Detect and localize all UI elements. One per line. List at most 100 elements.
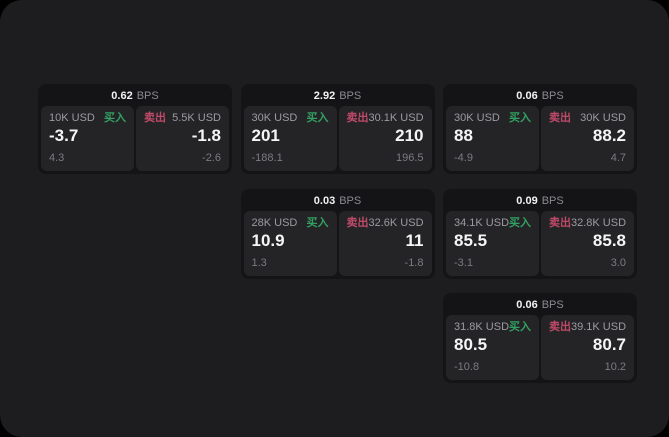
sell-side-label: 卖出 <box>346 216 369 229</box>
buy-sub-value: -10.8 <box>454 361 480 373</box>
quote-card: 0.06 BPS 30K USD 买入 88 -4.9 卖出 30K USD 8… <box>443 84 637 174</box>
quote-card: 0.03 BPS 28K USD 买入 10.9 1.3 卖出 32.6K US… <box>240 188 435 279</box>
spread-value: 0.09 <box>516 194 538 207</box>
buy-price-value: 10.9 <box>251 230 285 250</box>
buy-amount-label: 31.8K USD <box>454 321 510 333</box>
buy-price-value: 88 <box>454 126 473 145</box>
buy-side-label: 买入 <box>104 112 126 124</box>
buy-panel[interactable]: 30K USD 买入 201 -188.1 <box>243 106 337 171</box>
quote-cards-grid: 0.62 BPS 10K USD 买入 -3.7 4.3 卖出 5.5K USD… <box>38 84 637 383</box>
buy-side-label: 买入 <box>509 216 532 229</box>
buy-amount-label: 28K USD <box>251 216 298 229</box>
buy-panel-top: 28K USD 买入 <box>252 217 329 230</box>
sell-panel[interactable]: 卖出 32.8K USD 85.8 3.0 <box>541 210 634 276</box>
buy-amount-label: 10K USD <box>49 112 95 124</box>
card-spread-header: 2.92 BPS <box>244 87 432 106</box>
sell-price-value: 80.7 <box>592 335 626 354</box>
sell-sub-value: 10.2 <box>604 361 626 373</box>
buy-panel[interactable]: 30K USD 买入 88 -4.9 <box>446 106 539 171</box>
sell-panel[interactable]: 卖出 32.6K USD 11 -1.8 <box>338 210 432 276</box>
buy-sub-value: 1.3 <box>251 256 267 269</box>
card-spread-header: 0.62 BPS <box>41 87 229 106</box>
sell-panel[interactable]: 卖出 5.5K USD -1.8 -2.6 <box>136 106 229 171</box>
quote-card: 0.09 BPS 34.1K USD 买入 85.5 -3.1 卖出 32.8K… <box>443 188 637 279</box>
sell-panel-top: 卖出 39.1K USD <box>549 321 626 334</box>
sell-sub-value: 4.7 <box>610 152 626 164</box>
sell-panel-top: 卖出 5.5K USD <box>144 112 221 125</box>
sell-side-label: 卖出 <box>549 112 571 124</box>
card-spread-header: 0.09 BPS <box>446 192 634 211</box>
quote-card: 0.62 BPS 10K USD 买入 -3.7 4.3 卖出 5.5K USD… <box>38 84 232 174</box>
sell-sub-value: 3.0 <box>610 256 626 269</box>
spread-value: 0.62 <box>111 90 133 102</box>
sell-panel-top: 卖出 30.1K USD <box>347 112 424 125</box>
spread-unit-label: BPS <box>136 90 159 102</box>
buy-sub-value: -188.1 <box>251 152 283 164</box>
sell-amount-label: 5.5K USD <box>172 112 221 124</box>
buy-panel[interactable]: 34.1K USD 买入 85.5 -3.1 <box>446 210 539 276</box>
buy-sub-value: 4.3 <box>49 152 65 164</box>
buy-side-label: 买入 <box>509 112 531 124</box>
spread-value: 0.06 <box>516 299 538 311</box>
sell-sub-value: -2.6 <box>202 152 221 164</box>
buy-panel-top: 10K USD 买入 <box>49 112 126 125</box>
card-spread-header: 0.06 BPS <box>446 296 634 315</box>
buy-price-value: 80.5 <box>454 335 488 354</box>
sell-panel-top: 卖出 32.8K USD <box>549 217 626 230</box>
sell-amount-label: 30K USD <box>580 112 626 124</box>
buy-panel[interactable]: 10K USD 买入 -3.7 4.3 <box>41 106 134 171</box>
buy-panel-top: 31.8K USD 买入 <box>454 321 531 334</box>
sell-side-label: 卖出 <box>144 112 166 124</box>
spread-value: 0.03 <box>313 194 336 207</box>
sell-amount-label: 39.1K USD <box>570 321 627 333</box>
spread-unit-label: BPS <box>339 90 362 102</box>
card-spread-header: 0.03 BPS <box>244 192 432 211</box>
sell-price-value: 85.8 <box>592 230 626 250</box>
buy-side-label: 买入 <box>306 112 329 124</box>
sell-sub-value: -1.8 <box>404 256 424 269</box>
sell-price-value: 88.2 <box>592 126 626 145</box>
buy-amount-label: 34.1K USD <box>454 216 510 229</box>
card-spread-header: 0.06 BPS <box>446 87 634 106</box>
sell-price-value: -1.8 <box>191 126 221 145</box>
buy-side-label: 买入 <box>509 321 532 333</box>
card-body: 28K USD 买入 10.9 1.3 卖出 32.6K USD 11 -1.8 <box>243 210 432 276</box>
sell-side-label: 卖出 <box>549 216 571 229</box>
card-body: 30K USD 买入 201 -188.1 卖出 30.1K USD 210 1… <box>243 106 432 171</box>
sell-panel-top: 卖出 32.6K USD <box>347 217 424 230</box>
buy-panel-top: 30K USD 买入 <box>252 112 329 125</box>
card-body: 30K USD 买入 88 -4.9 卖出 30K USD 88.2 4.7 <box>446 106 634 171</box>
sell-panel-top: 卖出 30K USD <box>549 112 626 125</box>
card-body: 34.1K USD 买入 85.5 -3.1 卖出 32.8K USD 85.8… <box>446 210 634 276</box>
spread-value: 2.92 <box>313 90 336 102</box>
sell-price-value: 11 <box>405 230 424 250</box>
sell-panel[interactable]: 卖出 39.1K USD 80.7 10.2 <box>541 315 634 380</box>
sell-sub-value: 196.5 <box>395 152 424 164</box>
buy-panel[interactable]: 31.8K USD 买入 80.5 -10.8 <box>446 315 539 380</box>
buy-amount-label: 30K USD <box>251 112 298 124</box>
spread-unit-label: BPS <box>541 299 564 311</box>
buy-price-value: 201 <box>251 126 280 145</box>
buy-price-value: -3.7 <box>49 126 79 145</box>
sell-panel[interactable]: 卖出 30.1K USD 210 196.5 <box>338 106 432 171</box>
sell-amount-label: 32.6K USD <box>368 216 424 229</box>
buy-panel-top: 30K USD 买入 <box>454 112 531 125</box>
buy-side-label: 买入 <box>306 216 329 229</box>
buy-panel-top: 34.1K USD 买入 <box>454 217 531 230</box>
sell-panel[interactable]: 卖出 30K USD 88.2 4.7 <box>541 106 634 171</box>
quote-card: 0.06 BPS 31.8K USD 买入 80.5 -10.8 卖出 39.1… <box>443 293 637 383</box>
quote-card: 2.92 BPS 30K USD 买入 201 -188.1 卖出 30.1K … <box>240 84 435 174</box>
buy-panel[interactable]: 28K USD 买入 10.9 1.3 <box>243 210 337 276</box>
sell-amount-label: 30.1K USD <box>368 112 424 124</box>
card-body: 10K USD 买入 -3.7 4.3 卖出 5.5K USD -1.8 -2.… <box>41 106 229 171</box>
buy-sub-value: -4.9 <box>454 152 473 164</box>
sell-side-label: 卖出 <box>346 112 369 124</box>
card-body: 31.8K USD 买入 80.5 -10.8 卖出 39.1K USD 80.… <box>446 315 634 380</box>
sell-price-value: 210 <box>395 126 424 145</box>
sell-side-label: 卖出 <box>549 321 571 333</box>
buy-price-value: 85.5 <box>454 230 488 250</box>
spread-unit-label: BPS <box>541 194 564 207</box>
buy-sub-value: -3.1 <box>454 256 473 269</box>
spread-value: 0.06 <box>516 90 538 102</box>
